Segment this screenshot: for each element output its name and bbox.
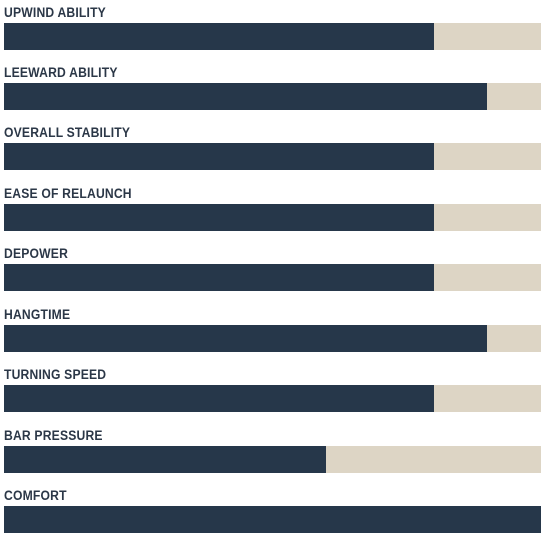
rating-label: COMFORT [4, 488, 67, 503]
rating-fill [4, 83, 488, 110]
rating-label: LEEWARD ABILITY [4, 65, 118, 80]
rating-label: OVERALL STABILITY [4, 125, 131, 140]
rating-fill [4, 143, 434, 170]
rating-fill [4, 385, 434, 412]
rating-track [4, 83, 541, 110]
rating-fill [4, 446, 327, 473]
rating-track [4, 264, 541, 291]
rating-label: EASE OF RELAUNCH [4, 186, 132, 201]
rating-track [4, 23, 541, 50]
rating-fill [4, 325, 488, 352]
rating-fill [4, 204, 434, 231]
rating-track [4, 143, 541, 170]
rating-track [4, 325, 541, 352]
rating-track [4, 446, 541, 473]
rating-fill [4, 264, 434, 291]
rating-fill [4, 23, 434, 50]
rating-label: TURNING SPEED [4, 367, 107, 382]
rating-label: DEPOWER [4, 246, 69, 261]
rating-label: UPWIND ABILITY [4, 5, 106, 20]
rating-track [4, 204, 541, 231]
rating-fill [4, 506, 541, 533]
rating-track [4, 385, 541, 412]
rating-label: BAR PRESSURE [4, 428, 103, 443]
rating-track [4, 506, 541, 533]
rating-label: HANGTIME [4, 307, 71, 322]
